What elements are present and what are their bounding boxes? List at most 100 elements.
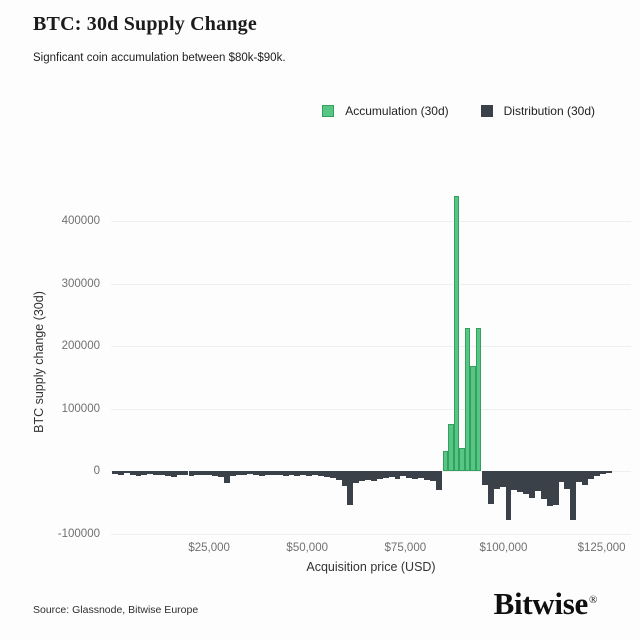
bar-distribution — [576, 471, 583, 483]
y-tick-label: 100000 — [61, 402, 100, 415]
bar-distribution — [247, 471, 254, 474]
bar-distribution — [318, 471, 324, 476]
bar-accumulation — [470, 366, 476, 472]
bar-distribution — [188, 471, 195, 476]
bar-distribution — [294, 471, 301, 476]
x-tick-label: $125,000 — [577, 542, 626, 554]
bar-distribution — [170, 471, 177, 478]
bar-distribution — [282, 471, 289, 477]
bar-distribution — [212, 471, 218, 476]
source-note: Source: Glassnode, Bitwise Europe — [33, 604, 199, 616]
bar-distribution — [418, 471, 424, 478]
page-subtitle: Signficant coin accumulation between $80… — [33, 52, 286, 64]
bar-distribution — [593, 471, 600, 476]
bar-distribution — [529, 471, 536, 499]
gridline — [111, 346, 631, 348]
bar-accumulation — [464, 327, 471, 472]
legend-swatch-accumulation-icon — [322, 105, 335, 117]
bar-distribution — [382, 471, 389, 478]
bar-distribution — [253, 471, 260, 475]
bar-distribution — [341, 471, 348, 487]
y-axis-title-box: BTC supply change (30d) — [32, 190, 46, 534]
bar-distribution — [371, 471, 377, 482]
bar-distribution — [558, 471, 565, 483]
bar-accumulation — [475, 327, 482, 472]
bar-distribution — [194, 471, 201, 475]
bar-distribution — [423, 471, 430, 480]
gridline — [111, 408, 631, 410]
bar-distribution — [400, 471, 407, 477]
y-tick-label: 300000 — [61, 277, 100, 290]
bar-distribution — [159, 471, 165, 475]
bar-distribution — [306, 471, 313, 477]
x-tick-label: $50,000 — [286, 542, 329, 554]
bar-distribution — [276, 471, 283, 476]
bar-accumulation — [453, 196, 460, 472]
bar-distribution — [523, 471, 530, 494]
bar-distribution — [147, 471, 154, 474]
bar-distribution — [153, 471, 160, 476]
gridline — [111, 534, 631, 535]
bar-accumulation — [448, 423, 454, 472]
page-title: BTC: 30d Supply Change — [33, 13, 257, 35]
y-tick-label: 400000 — [61, 215, 100, 228]
bar-distribution — [540, 471, 547, 499]
bar-accumulation — [442, 450, 449, 472]
bar-distribution — [388, 471, 395, 478]
bar-distribution — [123, 471, 130, 474]
bar-distribution — [164, 471, 171, 476]
bar-distribution — [323, 471, 330, 478]
legend-item-label: Distribution (30d) — [503, 104, 595, 118]
bar-distribution — [235, 471, 242, 475]
bar-distribution — [229, 471, 236, 477]
bar-distribution — [335, 471, 342, 481]
bar-distribution — [223, 471, 230, 483]
bar-distribution — [265, 471, 271, 476]
bar-distribution — [206, 471, 213, 475]
bar-distribution — [376, 471, 383, 479]
bar-distribution — [365, 471, 371, 480]
legend: Accumulation (30d) Distribution (30d) — [322, 104, 595, 118]
bar-distribution — [329, 471, 336, 478]
bar-distribution — [270, 471, 277, 475]
legend-item-accumulation: Accumulation (30d) — [322, 104, 449, 118]
y-tick-label: -100000 — [57, 528, 100, 540]
bar-distribution — [288, 471, 295, 475]
bar-distribution — [505, 471, 512, 521]
bar-distribution — [359, 471, 366, 481]
bar-distribution — [353, 471, 360, 484]
registered-mark: ® — [588, 593, 597, 606]
bar-distribution — [300, 471, 307, 476]
bar-distribution — [429, 471, 436, 482]
legend-item-distribution: Distribution (30d) — [480, 104, 595, 118]
x-axis-title: Acquisition price (USD) — [306, 560, 436, 574]
bar-distribution — [141, 471, 148, 475]
legend-swatch-distribution-icon — [480, 105, 493, 117]
gridline — [111, 221, 631, 223]
x-tick-label: $75,000 — [384, 542, 427, 554]
legend-item-label: Accumulation (30d) — [345, 104, 449, 118]
bar-distribution — [259, 471, 266, 476]
bar-distribution — [570, 471, 577, 521]
bar-distribution — [552, 471, 559, 506]
bar-distribution — [176, 471, 183, 476]
brand-logo-text: Bitwise — [493, 586, 589, 621]
chart-plot: Acquisition price (USD) -100000 0 100000 20… — [58, 190, 631, 574]
bar-distribution — [588, 471, 594, 479]
bar-distribution — [487, 471, 494, 504]
bar-distribution — [111, 471, 118, 474]
bar-distribution — [546, 471, 553, 507]
bar-distribution — [517, 471, 524, 493]
bar-distribution — [241, 471, 248, 476]
bar-distribution — [564, 471, 571, 489]
bar-distribution — [499, 471, 506, 488]
bar-distribution — [200, 471, 207, 476]
bar-distribution — [535, 471, 541, 491]
bar-distribution — [217, 471, 224, 478]
bar-accumulation — [459, 448, 465, 472]
bar-distribution — [406, 471, 413, 478]
x-tick-label: $25,000 — [188, 542, 230, 554]
bar-distribution — [435, 471, 442, 490]
bar-distribution — [493, 471, 500, 489]
bar-distribution — [599, 471, 606, 474]
